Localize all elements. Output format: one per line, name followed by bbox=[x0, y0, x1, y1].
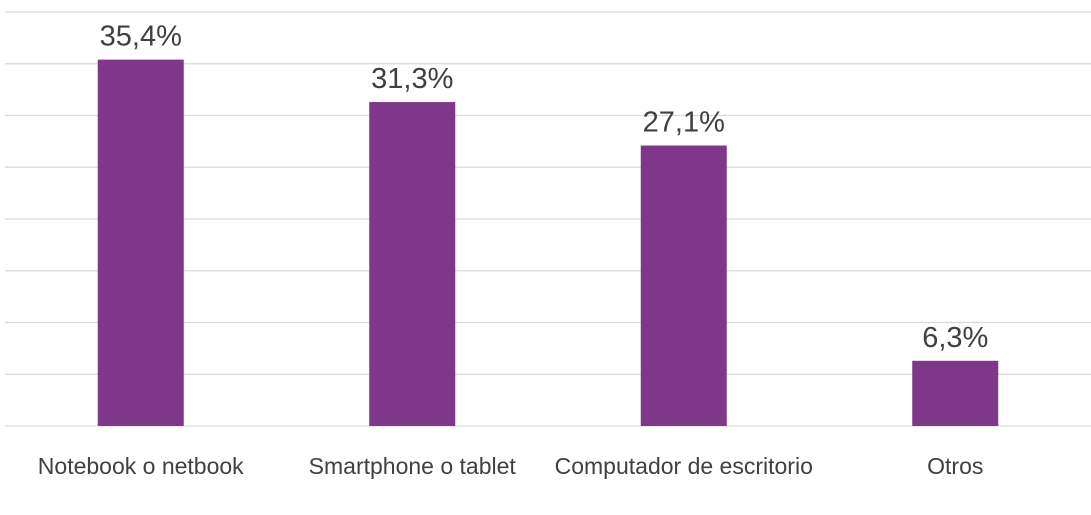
data-label: 31,3% bbox=[371, 63, 453, 95]
data-label: 35,4% bbox=[100, 21, 182, 53]
data-label: 6,3% bbox=[922, 322, 988, 354]
bar bbox=[640, 145, 727, 426]
x-tick-label: Otros bbox=[927, 453, 984, 479]
x-tick-label: Notebook o netbook bbox=[37, 453, 244, 479]
x-tick-label: Computador de escritorio bbox=[554, 453, 813, 479]
bar bbox=[97, 59, 184, 427]
x-tick-label: Smartphone o tablet bbox=[308, 453, 516, 479]
bar bbox=[369, 102, 456, 427]
bar bbox=[912, 360, 999, 426]
data-label: 27,1% bbox=[643, 107, 725, 139]
